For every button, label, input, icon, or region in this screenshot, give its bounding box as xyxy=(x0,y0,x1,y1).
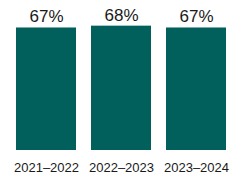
svg-text:68%: 68% xyxy=(104,6,138,25)
svg-text:2021–2022: 2021–2022 xyxy=(14,160,79,175)
svg-text:2022–2023: 2022–2023 xyxy=(89,160,154,175)
svg-text:67%: 67% xyxy=(179,7,213,26)
svg-text:67%: 67% xyxy=(29,7,63,26)
svg-text:2023–2024: 2023–2024 xyxy=(164,160,229,175)
